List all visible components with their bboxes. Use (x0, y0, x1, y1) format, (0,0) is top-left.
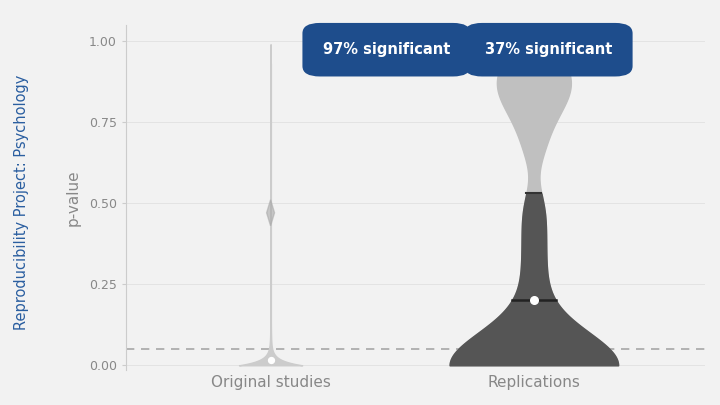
FancyBboxPatch shape (464, 23, 633, 77)
Y-axis label: p-value: p-value (66, 169, 81, 226)
FancyBboxPatch shape (302, 23, 470, 77)
Point (265, 357, 276, 364)
Polygon shape (266, 200, 274, 226)
Text: Reproducibility Project: Psychology: Reproducibility Project: Psychology (14, 75, 29, 330)
Text: 37% significant: 37% significant (485, 42, 612, 57)
Point (528, 297, 539, 304)
Text: 97% significant: 97% significant (323, 42, 450, 57)
